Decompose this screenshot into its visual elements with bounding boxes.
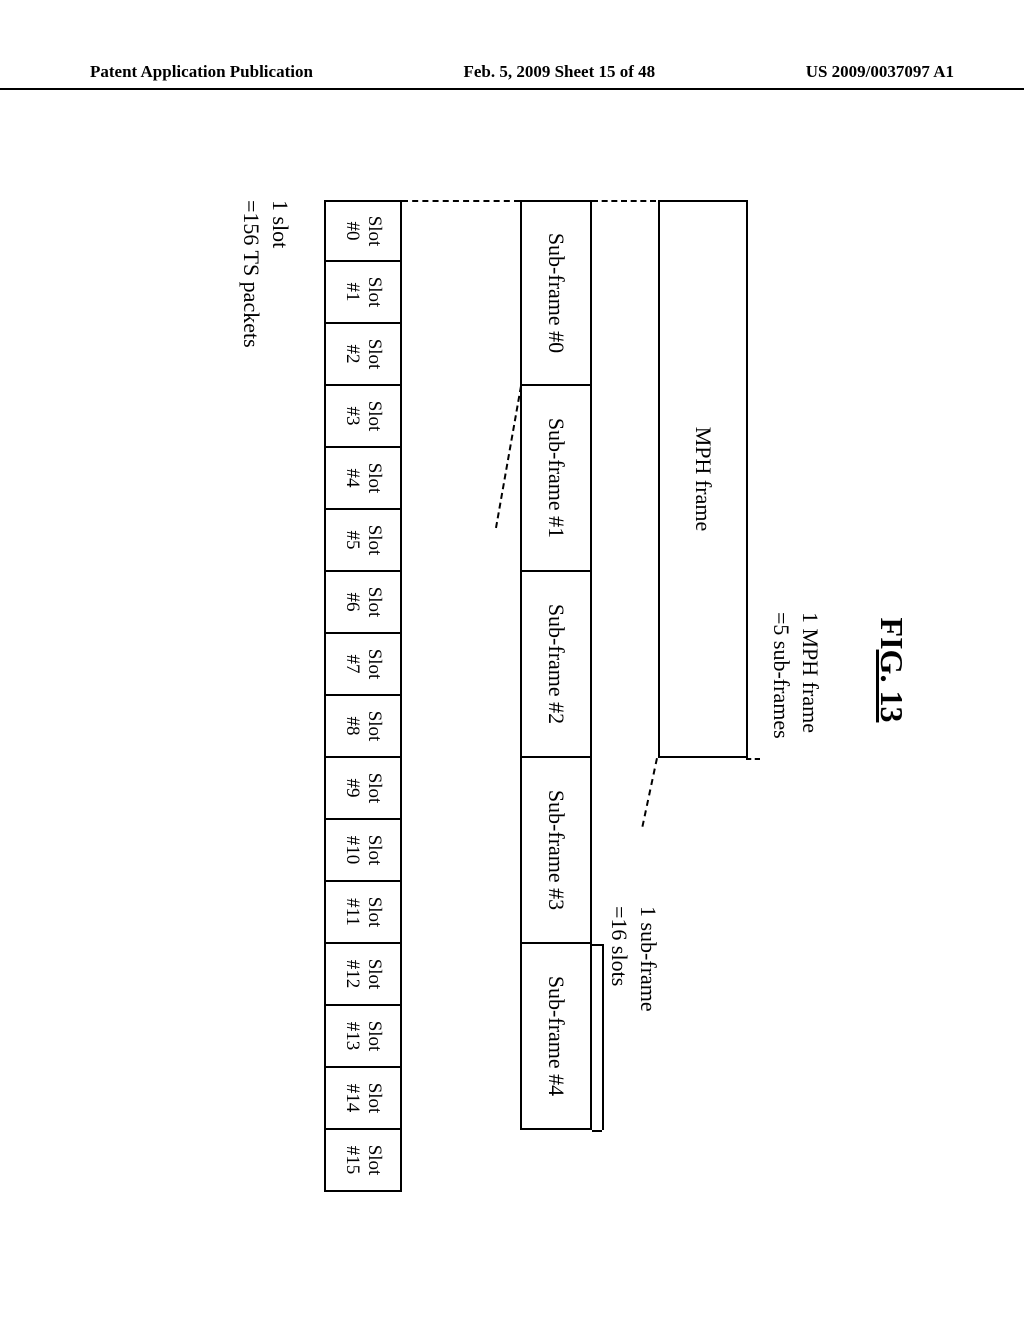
- slot-note-l2: =156 TS packets: [237, 200, 266, 348]
- slot-cell: Slot#6: [324, 572, 402, 634]
- slot-label-bottom: #3: [341, 407, 363, 426]
- slot-label-bottom: #2: [341, 345, 363, 364]
- header-center: Feb. 5, 2009 Sheet 15 of 48: [463, 62, 655, 82]
- slot-cell: Slot#4: [324, 448, 402, 510]
- slot-cell: Slot#7: [324, 634, 402, 696]
- slot-label-top: Slot: [363, 401, 385, 432]
- slot-cell: Slot#12: [324, 944, 402, 1006]
- slot-label-bottom: #11: [341, 898, 363, 926]
- subframe-cell: Sub-frame #1: [520, 386, 592, 572]
- guide-sub-left-t: [592, 944, 602, 946]
- slot-label-top: Slot: [363, 835, 385, 866]
- subframe-row: Sub-frame #0Sub-frame #1Sub-frame #2Sub-…: [520, 200, 592, 1130]
- slot-label-top: Slot: [363, 463, 385, 494]
- slot-label-top: Slot: [363, 959, 385, 990]
- slot-cell: Slot#1: [324, 262, 402, 324]
- subframe-cell: Sub-frame #4: [520, 944, 592, 1130]
- slot-cell: Slot#9: [324, 758, 402, 820]
- slot-label-top: Slot: [363, 773, 385, 804]
- slot-cell: Slot#10: [324, 820, 402, 882]
- guide-mph-left: [592, 200, 656, 202]
- subframe-bracket-label: 1 sub-frame =16 slots: [605, 906, 662, 1012]
- slot-label-top: Slot: [363, 339, 385, 370]
- slot-label-bottom: #5: [341, 531, 363, 550]
- slot-label-top: Slot: [363, 1145, 385, 1176]
- mph-frame-box: MPH frame: [658, 200, 748, 758]
- slot-label-top: Slot: [363, 525, 385, 556]
- subframe-cell: Sub-frame #0: [520, 200, 592, 386]
- slot-row: Slot#0Slot#1Slot#2Slot#3Slot#4Slot#5Slot…: [324, 200, 402, 1192]
- slot-label-bottom: #8: [341, 717, 363, 736]
- header-left: Patent Application Publication: [90, 62, 313, 82]
- slot-label-top: Slot: [363, 1083, 385, 1114]
- guide-sub-to-slot-left: [402, 200, 520, 202]
- mph-frame-l1: 1 MPH frame: [795, 612, 824, 739]
- subframe-cell: Sub-frame #3: [520, 758, 592, 944]
- title-underlined: G. 13: [874, 650, 910, 723]
- slot-cell: Slot#14: [324, 1068, 402, 1130]
- mph-frame-box-label: MPH frame: [690, 427, 716, 531]
- slot-label-bottom: #15: [341, 1146, 363, 1175]
- slot-label-bottom: #12: [341, 960, 363, 989]
- slot-label-bottom: #13: [341, 1022, 363, 1051]
- slot-label-top: Slot: [363, 649, 385, 680]
- guide-sub-to-slot-right: [495, 386, 522, 528]
- slot-label-bottom: #9: [341, 779, 363, 798]
- slot-label-bottom: #10: [341, 836, 363, 865]
- subframe-cell: Sub-frame #2: [520, 572, 592, 758]
- guide-mph-right-diag: [641, 758, 658, 827]
- slot-label-top: Slot: [363, 216, 385, 247]
- slot-cell: Slot#0: [324, 200, 402, 262]
- slot-cell: Slot#3: [324, 386, 402, 448]
- guide-sub-top: [602, 944, 604, 1130]
- slot-label-top: Slot: [363, 711, 385, 742]
- slot-label-bottom: #0: [341, 222, 363, 241]
- slot-label-bottom: #4: [341, 469, 363, 488]
- slot-note-l1: 1 slot: [265, 200, 294, 348]
- slot-cell: Slot#13: [324, 1006, 402, 1068]
- figure-title: FIG. 13: [873, 618, 910, 723]
- figure-container: FIG. 13 1 MPH frame =5 sub-frames MPH fr…: [90, 140, 920, 1200]
- figure-stage: FIG. 13 1 MPH frame =5 sub-frames MPH fr…: [90, 140, 920, 1200]
- slot-label-top: Slot: [363, 587, 385, 618]
- subframe-l1: 1 sub-frame: [633, 906, 662, 1012]
- guide-sub-right-t: [592, 1130, 602, 1132]
- slot-label-top: Slot: [363, 897, 385, 928]
- slot-label-bottom: #6: [341, 593, 363, 612]
- slot-note: 1 slot =156 TS packets: [237, 200, 294, 348]
- slot-cell: Slot#8: [324, 696, 402, 758]
- title-prefix: FI: [874, 618, 910, 650]
- mph-frame-l2: =5 sub-frames: [767, 612, 796, 739]
- slot-label-bottom: #7: [341, 655, 363, 674]
- slot-cell: Slot#15: [324, 1130, 402, 1192]
- mph-frame-bracket-label: 1 MPH frame =5 sub-frames: [767, 612, 824, 739]
- slot-cell: Slot#2: [324, 324, 402, 386]
- slot-label-top: Slot: [363, 277, 385, 308]
- slot-cell: Slot#5: [324, 510, 402, 572]
- header-right: US 2009/0037097 A1: [806, 62, 954, 82]
- guide-mph-top-tick: [746, 758, 760, 760]
- slot-label-top: Slot: [363, 1021, 385, 1052]
- slot-label-bottom: #1: [341, 283, 363, 302]
- slot-cell: Slot#11: [324, 882, 402, 944]
- subframe-l2: =16 slots: [605, 906, 634, 1012]
- page-header: Patent Application Publication Feb. 5, 2…: [0, 62, 1024, 90]
- slot-label-bottom: #14: [341, 1084, 363, 1113]
